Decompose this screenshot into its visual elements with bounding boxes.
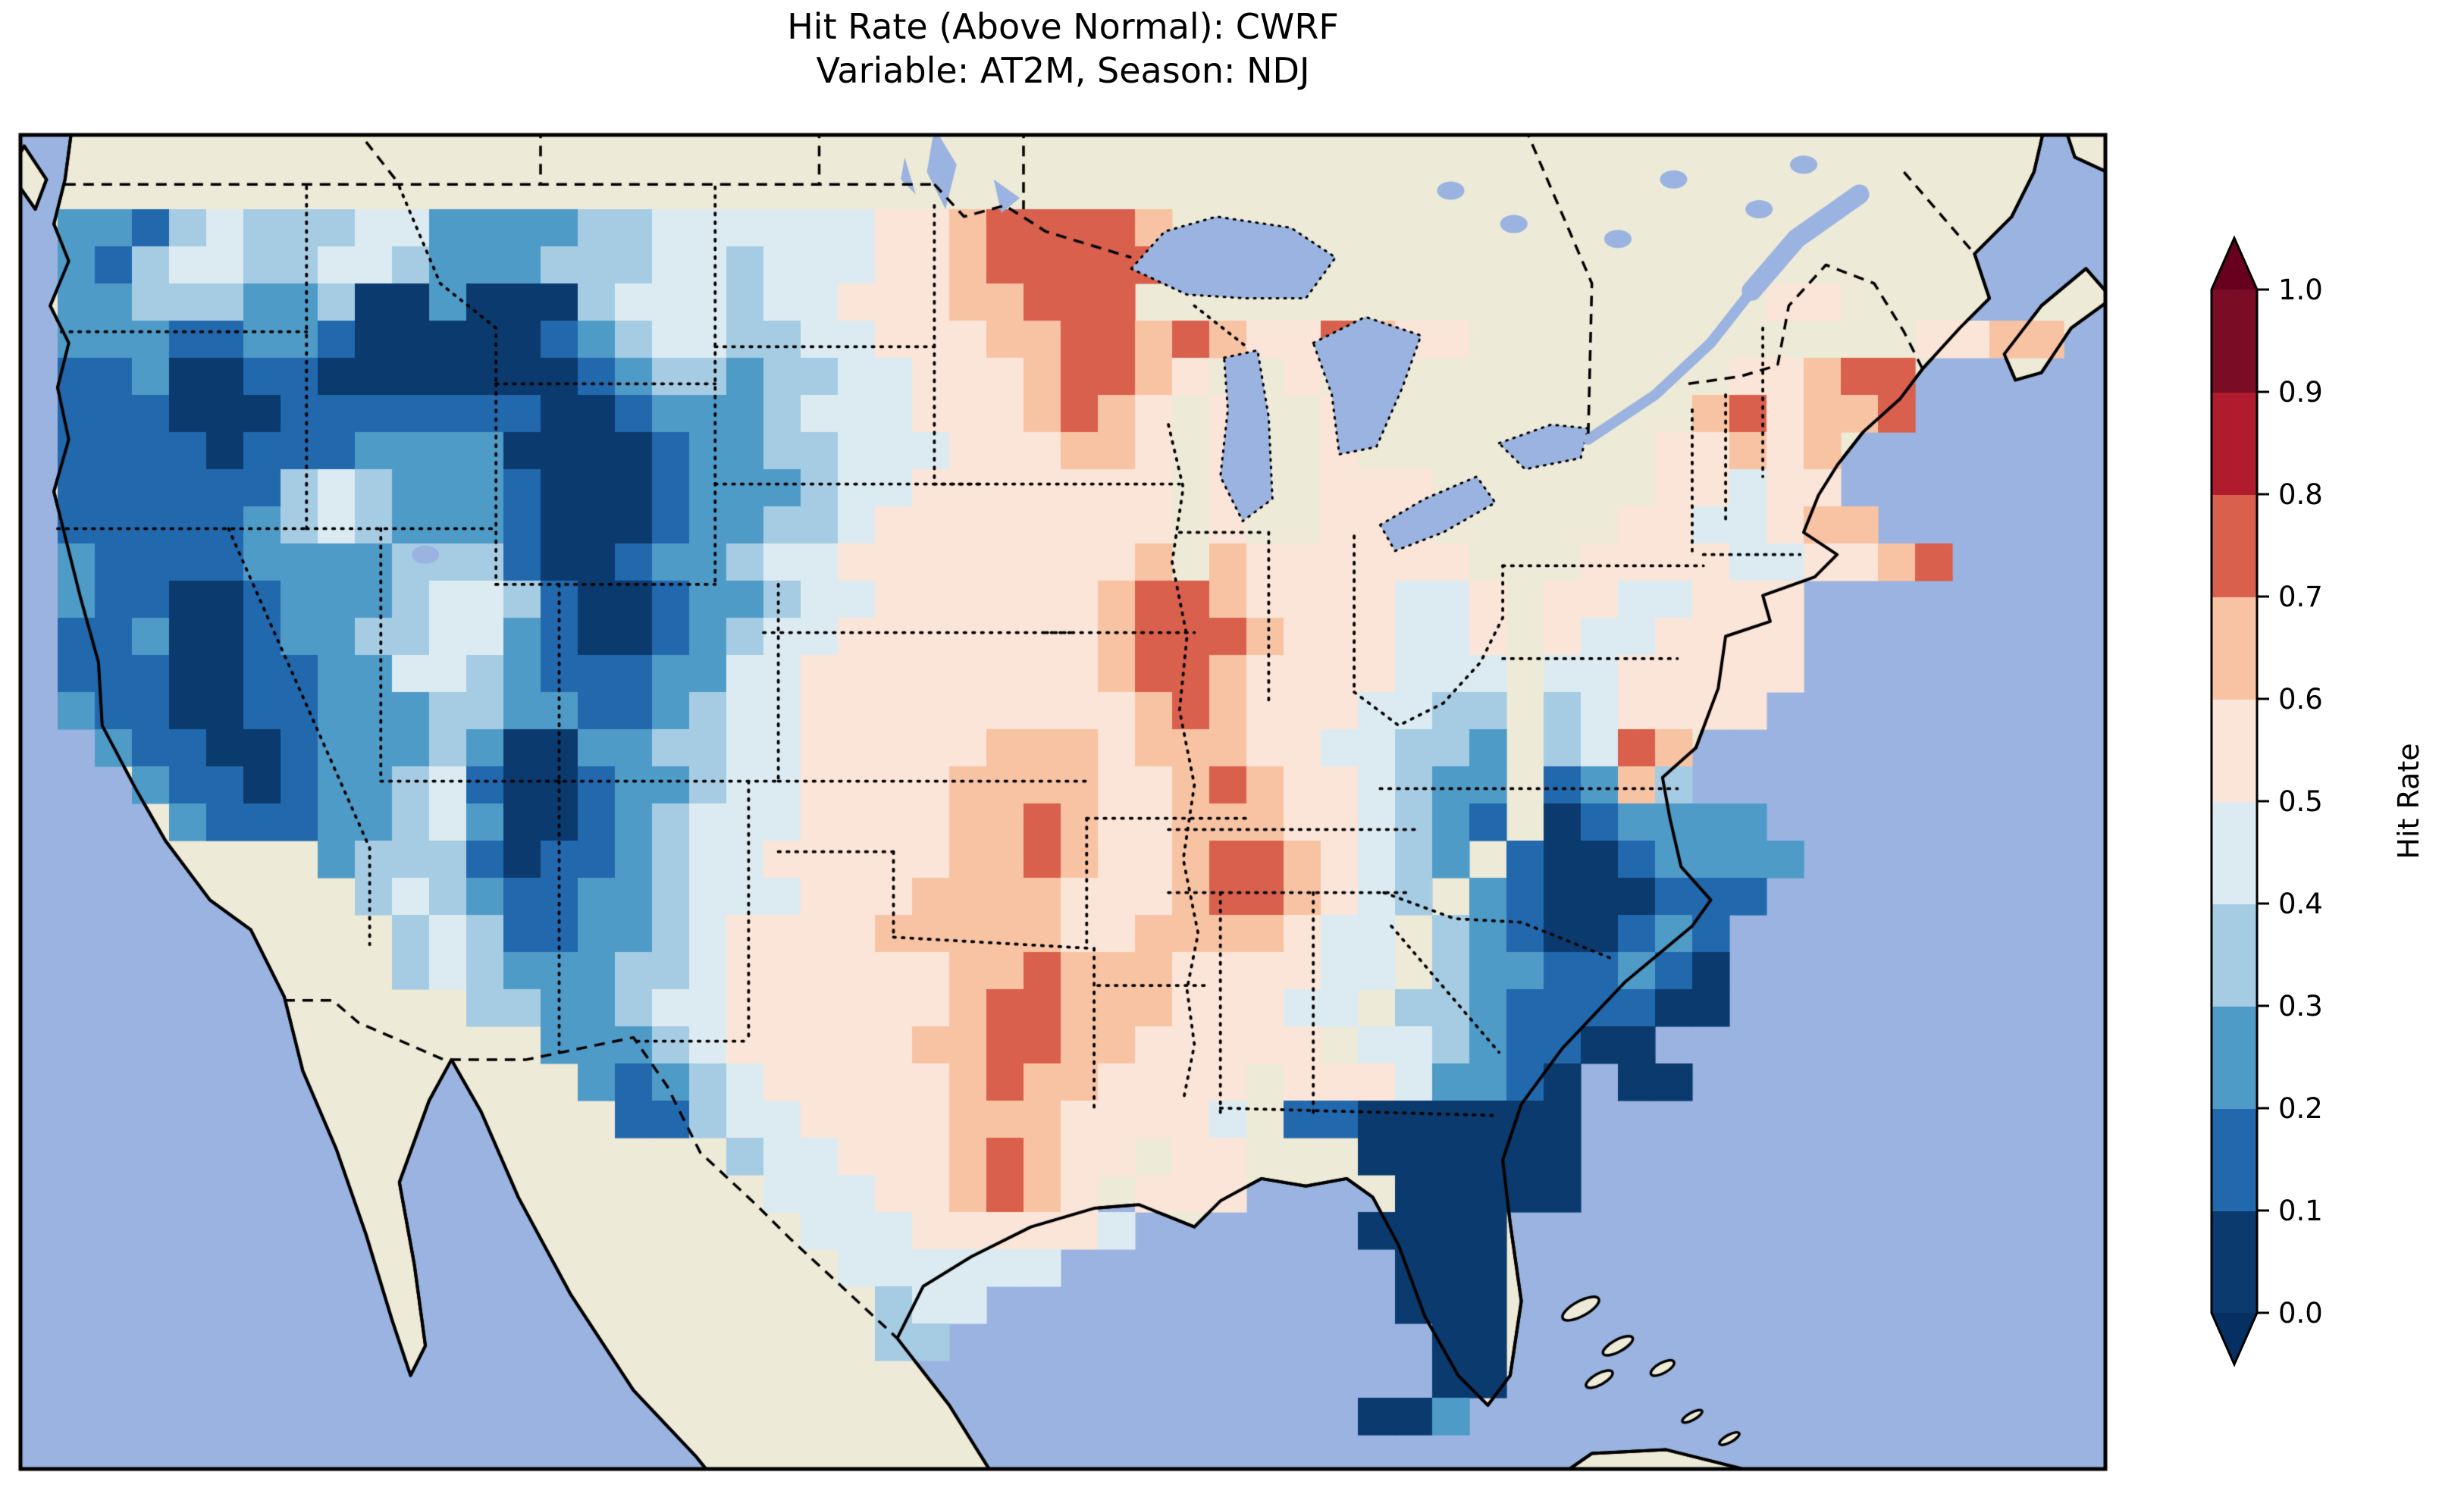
colorbar-band-0.1-0.2 xyxy=(2212,1108,2257,1211)
colorbar-axis-label: Hit Rate xyxy=(2392,743,2425,859)
colorbar-tick-label: 0.0 xyxy=(2278,1297,2323,1330)
colorbar: 0.0 0.1 0.2 0.3 0.4 0.5 0.6 0.7 0.8 0.9 1.0 Hit Rat… xyxy=(2183,205,2464,1463)
colorbar-tick-label: 0.3 xyxy=(2278,990,2323,1023)
colorbar-over-arrow xyxy=(2212,238,2257,290)
colorbar-band-0-0.1 xyxy=(2212,1211,2257,1314)
colorbar-tick-label: 0.6 xyxy=(2278,683,2323,716)
colorbar-band-0.3-0.4 xyxy=(2212,904,2257,1007)
colorbar-tick-label: 0.5 xyxy=(2278,785,2323,818)
colorbar-tick-label: 0.4 xyxy=(2278,888,2323,920)
colorbar-band-0.7-0.8 xyxy=(2212,494,2257,597)
colorbar-band-0.2-0.3 xyxy=(2212,1006,2257,1109)
colorbar-svg: 0.0 0.1 0.2 0.3 0.4 0.5 0.6 0.7 0.8 0.9 1.0 Hit Rat… xyxy=(2210,235,2425,1367)
colorbar-tick-label: 0.2 xyxy=(2278,1092,2323,1125)
colorbar-band-0.6-0.7 xyxy=(2212,597,2257,700)
colorbar-tick-label: 0.7 xyxy=(2278,581,2323,613)
colorbar-band-0.4-0.5 xyxy=(2212,801,2257,904)
colorbar-under-arrow xyxy=(2212,1313,2257,1364)
colorbar-band-0.9-1 xyxy=(2212,290,2257,393)
colorbar-band-0.5-0.6 xyxy=(2212,699,2257,802)
colorbar-tick-label: 1.0 xyxy=(2278,274,2323,306)
colorbar-band-0.8-0.9 xyxy=(2212,392,2257,495)
colorbar-tick-label: 0.8 xyxy=(2278,478,2323,511)
colorbar-tick-label: 0.9 xyxy=(2278,376,2323,409)
colorbar-tick-label: 0.1 xyxy=(2278,1195,2323,1227)
